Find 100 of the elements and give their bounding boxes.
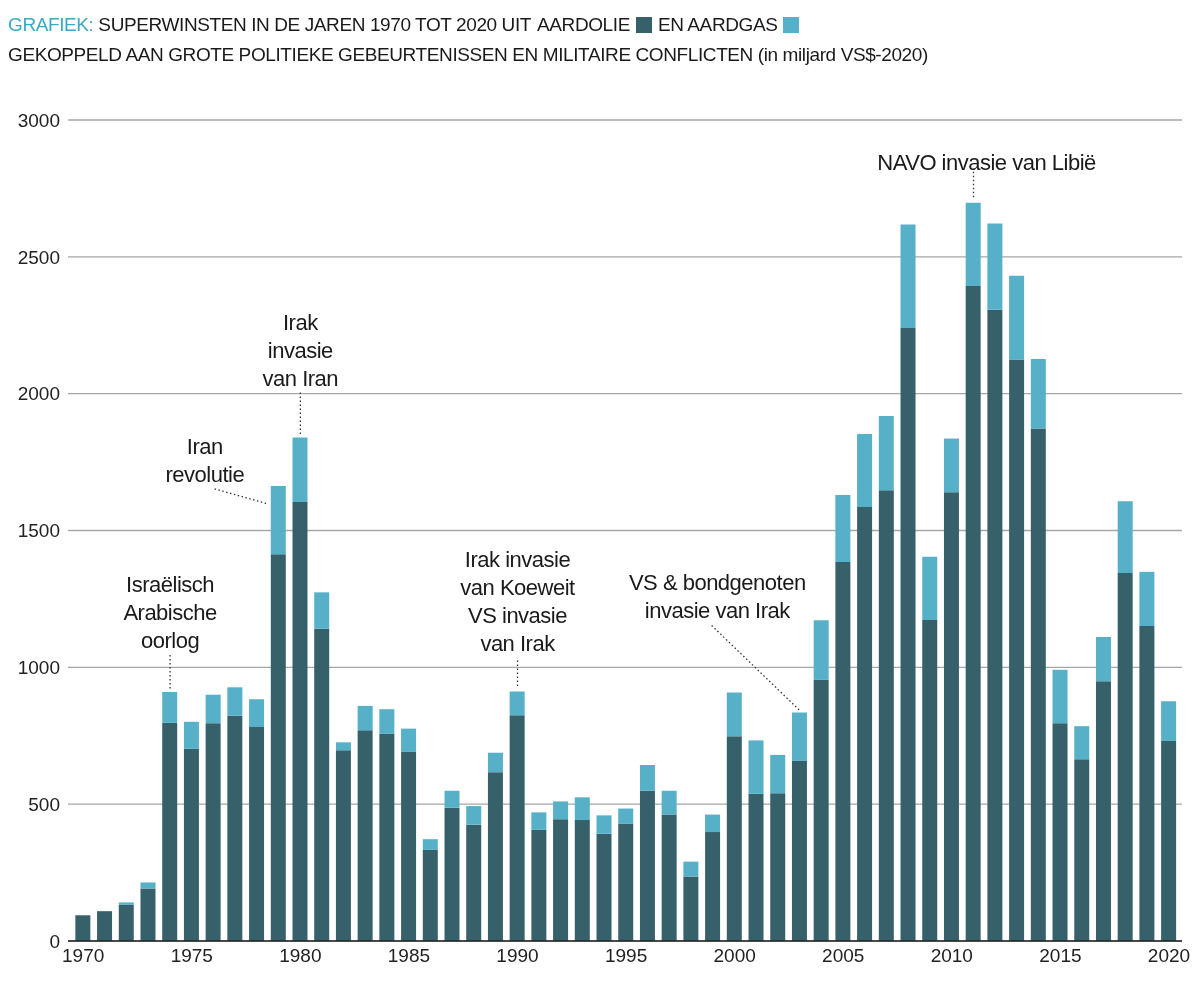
bar: [726, 692, 742, 737]
bar: [162, 691, 178, 723]
bar: [639, 790, 655, 941]
bar: [292, 502, 308, 941]
y-tick-label: 500: [28, 793, 60, 815]
annotation: Irak invasie van Iran: [262, 310, 339, 392]
bar: [444, 807, 460, 941]
bar: [835, 494, 851, 562]
bar: [835, 561, 851, 941]
x-tick-label: 2010: [930, 945, 973, 967]
bar: [205, 723, 221, 941]
bar: [466, 824, 482, 941]
bar: [487, 772, 503, 941]
bar: [1139, 626, 1155, 941]
bar: [1117, 572, 1133, 941]
bar: [140, 882, 156, 889]
bar: [661, 790, 677, 815]
bar: [683, 861, 699, 877]
x-tick-label: 2015: [1039, 945, 1082, 967]
x-tick-label: 2000: [713, 945, 756, 967]
bar: [1030, 358, 1046, 429]
bar: [987, 223, 1003, 310]
annotation: VS & bondgenoten invasie van Irak: [628, 570, 806, 624]
bar: [596, 833, 612, 941]
bar: [1095, 681, 1111, 941]
bar: [314, 592, 330, 629]
x-tick-label: 1995: [604, 945, 648, 967]
bar: [705, 832, 721, 941]
bar: [748, 740, 764, 794]
y-tick-label: 2500: [17, 246, 60, 268]
bar: [357, 730, 373, 941]
bar: [1009, 359, 1025, 941]
annotation: Israëlisch Arabische oorlog: [123, 571, 217, 653]
bar: [857, 506, 873, 941]
bar: [227, 687, 243, 716]
bar: [401, 751, 417, 941]
bar: [292, 437, 308, 503]
bar: [75, 915, 91, 941]
bar: [509, 715, 525, 941]
bar: [162, 722, 178, 941]
bar: [596, 815, 612, 834]
y-tick-label: 1000: [17, 657, 60, 679]
bar: [249, 726, 265, 941]
bar: [335, 742, 351, 751]
bar: [183, 748, 199, 941]
bar: [770, 793, 786, 941]
bar: [943, 438, 959, 493]
bar: [509, 691, 525, 716]
bar: [1030, 428, 1046, 941]
x-tick-label: 1975: [170, 945, 213, 967]
bar: [118, 902, 134, 905]
bar: [118, 904, 134, 941]
bar: [357, 705, 373, 731]
bar: [574, 797, 590, 821]
bar: [878, 416, 894, 491]
bar: [1009, 275, 1025, 360]
bar: [531, 829, 547, 941]
bar: [943, 492, 959, 941]
x-tick-label: 1985: [387, 945, 431, 967]
y-tick-label: 2000: [17, 383, 60, 405]
chart-title: GRAFIEK: SUPERWINSTEN IN DE JAREN 1970 TOT 2020 UIT: [8, 14, 532, 35]
bar: [487, 752, 503, 773]
bar: [422, 849, 438, 941]
bar: [900, 327, 916, 941]
bar: [314, 628, 330, 941]
bar: [726, 736, 742, 941]
x-tick-label: 2005: [822, 945, 865, 967]
bar: [922, 619, 938, 941]
bar: [705, 814, 721, 833]
bar: [205, 694, 221, 724]
bar: [639, 765, 655, 791]
bar: [1117, 501, 1133, 573]
bar: [379, 733, 395, 941]
bar: [97, 911, 113, 941]
y-tick-label: 3000: [17, 109, 60, 131]
chart-subtitle: GEKOPPELD AAN GROTE POLITIEKE GEBEURTENISSEN EN MILITAIRE CONFLICTEN (in miljard VS$-2020): [8, 43, 929, 67]
bar: [401, 728, 417, 752]
bar: [878, 490, 894, 941]
annotation: NAVO invasie van Libië: [877, 149, 1097, 175]
bar: [965, 202, 981, 287]
bar: [444, 790, 460, 808]
y-tick-label: 0: [49, 930, 60, 952]
y-tick-label: 1500: [17, 520, 60, 542]
bar: [618, 808, 634, 824]
bar: [683, 876, 699, 941]
bar: [791, 712, 807, 761]
bar: [270, 554, 286, 941]
bar: [791, 760, 807, 941]
legend-label: AARDOLIE: [537, 14, 630, 35]
bar: [661, 814, 677, 941]
bar: [1052, 669, 1068, 724]
x-tick-label: 2020: [1147, 945, 1191, 967]
bar: [227, 715, 243, 941]
bar: [531, 812, 547, 830]
bar: [140, 888, 156, 941]
bar: [183, 721, 199, 749]
bar: [1074, 726, 1090, 760]
bar: [1052, 723, 1068, 941]
bar: [466, 806, 482, 825]
bar: [813, 620, 829, 680]
